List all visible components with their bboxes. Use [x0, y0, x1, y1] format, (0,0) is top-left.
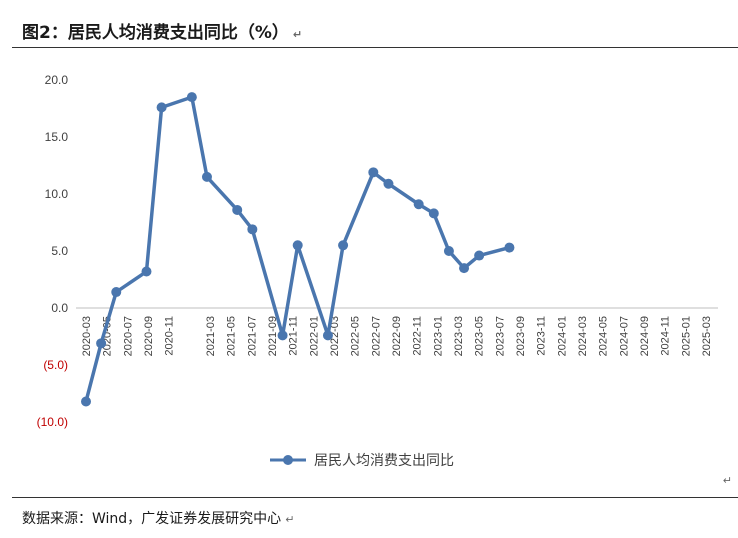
source-text: 数据来源：Wind，广发证券发展研究中心	[22, 511, 282, 527]
x-tick-label: 2021-09	[267, 316, 279, 356]
data-point	[292, 240, 303, 251]
data-point	[247, 224, 258, 235]
x-tick-label: 2023-03	[453, 316, 465, 356]
paragraph-mark-icon: ↵	[285, 513, 295, 526]
x-tick-label: 2024-03	[577, 316, 589, 356]
data-point	[201, 171, 212, 182]
x-tick-label: 2022-11	[412, 316, 424, 356]
x-tick-label: 2023-11	[536, 316, 548, 356]
data-point	[443, 246, 454, 256]
data-point	[368, 167, 379, 178]
paragraph-mark-icon: ↵	[722, 474, 732, 487]
data-point	[81, 396, 91, 407]
x-tick-label: 2021-11	[288, 316, 300, 356]
data-point	[156, 102, 167, 113]
x-tick-label: 2020-09	[143, 316, 155, 356]
x-tick-label: 2024-11	[660, 316, 672, 356]
chart-title: 图2：居民人均消费支出同比（%） ↵	[22, 18, 302, 43]
data-point	[186, 92, 197, 103]
paragraph-mark-icon: ↵	[292, 28, 303, 41]
y-tick-label: 0.0	[51, 301, 68, 315]
data-point	[504, 242, 515, 253]
top-rule	[12, 47, 738, 48]
y-tick-label: 15.0	[45, 130, 69, 144]
data-point	[141, 266, 152, 277]
data-point	[322, 330, 333, 341]
data-point	[383, 178, 394, 189]
bottom-rule	[12, 497, 738, 498]
x-tick-label: 2022-03	[329, 316, 341, 356]
data-point	[459, 263, 470, 274]
x-tick-label: 2022-09	[391, 316, 403, 356]
x-tick-label: 2020-07	[122, 316, 134, 356]
x-tick-label: 2021-07	[246, 316, 258, 356]
x-tick-label: 2021-05	[226, 316, 238, 356]
data-point	[413, 199, 424, 210]
data-point	[232, 204, 243, 215]
data-point	[96, 338, 107, 349]
data-point	[111, 287, 122, 298]
x-tick-label: 2025-03	[701, 316, 713, 356]
x-tick-label: 2023-09	[515, 316, 527, 356]
title-text: 图2：居民人均消费支出同比（%）	[22, 23, 289, 43]
x-tick-label: 2022-05	[350, 316, 362, 356]
x-tick-label: 2022-01	[308, 316, 320, 356]
source-note: 数据来源：Wind，广发证券发展研究中心 ↵	[22, 508, 294, 528]
x-tick-label: 2024-01	[556, 316, 568, 356]
x-tick-label: 2023-05	[474, 316, 486, 356]
legend-label: 居民人均消费支出同比	[314, 453, 454, 469]
x-tick-label: 2020-11	[164, 316, 176, 356]
data-point	[338, 240, 349, 251]
x-tick-label: 2025-01	[680, 316, 692, 356]
x-tick-label: 2021-03	[205, 316, 217, 356]
y-tick-label: (10.0)	[37, 415, 68, 429]
data-point	[277, 330, 288, 341]
x-tick-label: 2023-01	[432, 316, 444, 356]
x-tick-label: 2020-03	[81, 316, 93, 356]
y-tick-label: 10.0	[45, 187, 69, 201]
x-tick-label: 2024-05	[598, 316, 610, 356]
x-tick-label: 2024-09	[639, 316, 651, 356]
data-point	[474, 250, 485, 261]
y-tick-label: 20.0	[45, 73, 69, 87]
x-tick-label: 2023-07	[494, 316, 506, 356]
data-point	[428, 208, 439, 219]
y-tick-label: 5.0	[51, 244, 68, 258]
x-tick-label: 2022-07	[370, 316, 382, 356]
y-tick-label: (5.0)	[43, 358, 68, 372]
x-tick-label: 2024-07	[618, 316, 630, 356]
legend-marker	[283, 455, 293, 465]
